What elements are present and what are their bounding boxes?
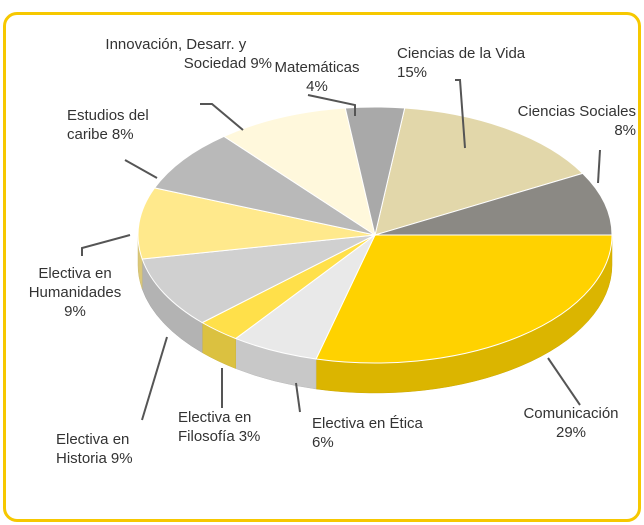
slice — [315, 234, 613, 364]
value-label: 8% — [111, 126, 134, 143]
slice-label: Comunicación 29% — [506, 404, 636, 442]
leader-lines — [81, 79, 601, 421]
chart-frame — [3, 12, 641, 522]
leader-line — [81, 234, 131, 256]
slice-label: Ciencias de la Vida 15% — [397, 44, 532, 82]
category-name: Electiva en Filosofía — [178, 409, 252, 445]
leader-line — [455, 79, 466, 149]
slice-label: Electiva en Historia 9% — [56, 430, 148, 468]
value-label: 9% — [110, 450, 133, 467]
value-label: 9% — [64, 303, 86, 320]
slice-label: Ciencias Sociales 8% — [490, 102, 636, 140]
slice-label: Electiva en Ética 6% — [312, 414, 462, 452]
slice — [137, 187, 376, 260]
value-label: 9% — [250, 55, 272, 72]
value-label: 4% — [306, 78, 328, 95]
value-label: 29% — [555, 424, 587, 441]
slice — [374, 172, 613, 236]
slice-label: Innovación, Desarr. y Sociedad 9% — [82, 35, 272, 73]
category-name: Estudios del caribe — [67, 107, 149, 143]
slice-sides — [137, 234, 613, 394]
category-name: Ciencias Sociales — [517, 103, 636, 120]
slice — [374, 107, 584, 236]
category-name: Ciencias de la Vida — [397, 45, 526, 62]
slices — [137, 106, 613, 364]
leader-line — [307, 94, 356, 116]
slice — [153, 135, 376, 236]
slice-label: Electiva en Humanidades 9% — [10, 264, 140, 321]
category-name: Electiva en Humanidades — [28, 265, 122, 301]
category-name: Innovación, Desarr. y Sociedad — [105, 36, 247, 72]
slice-label: Estudios del caribe 8% — [67, 106, 163, 144]
leader-line — [547, 357, 581, 406]
value-label: 6% — [312, 434, 334, 451]
value-label: 8% — [614, 122, 636, 139]
slice-label: Matemáticas 4% — [262, 58, 372, 96]
leader-line — [124, 159, 158, 179]
leader-line — [141, 336, 168, 421]
category-name: Comunicación — [523, 405, 619, 422]
slice — [141, 234, 376, 324]
value-label: 15% — [397, 64, 428, 81]
slice-label: Electiva en Filosofía 3% — [178, 408, 278, 446]
leader-line — [295, 382, 301, 413]
category-name: Matemáticas — [274, 59, 360, 76]
slice — [344, 106, 406, 236]
category-name: Electiva en Ética — [312, 415, 423, 432]
value-label: 3% — [238, 428, 261, 445]
leader-line — [597, 149, 601, 184]
category-name: Electiva en Historia — [56, 431, 130, 467]
leader-line — [200, 103, 244, 131]
slice — [222, 107, 376, 237]
